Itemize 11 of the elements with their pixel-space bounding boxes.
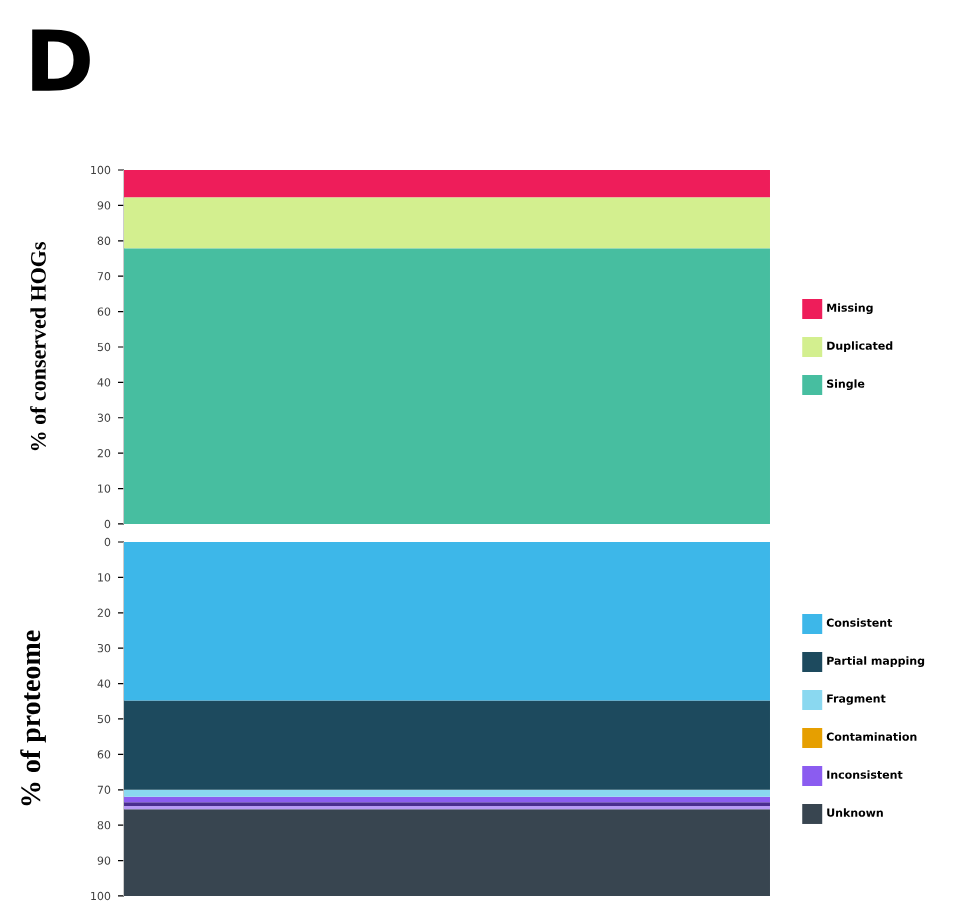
y-axis-title: % of proteome (20, 630, 46, 806)
bar (124, 541, 770, 701)
bar (124, 789, 770, 797)
chart-title: D (32, 29, 90, 91)
bar (124, 197, 770, 249)
bar (124, 809, 770, 896)
bar (124, 700, 770, 790)
bar (124, 248, 770, 524)
y-axis-title: % of conserved HOGs (30, 242, 46, 451)
bar (124, 796, 770, 803)
bar (124, 169, 770, 198)
